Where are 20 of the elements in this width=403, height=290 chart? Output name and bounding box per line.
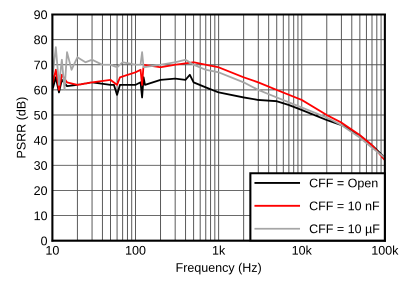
y-tick-label: 70 bbox=[34, 60, 48, 70]
y-tick-label: 50 bbox=[34, 110, 48, 120]
y-tick-label: 30 bbox=[34, 161, 48, 170]
legend-label: CFF = Open bbox=[310, 178, 378, 190]
y-tick-label: 40 bbox=[34, 136, 48, 145]
x-axis-title: Frequency (Hz) bbox=[176, 262, 261, 274]
y-tick-label: 60 bbox=[34, 86, 48, 95]
y-tick-label: 0 bbox=[41, 236, 48, 246]
x-tick-label: 100k bbox=[372, 246, 398, 255]
y-tick-label: 90 bbox=[34, 10, 48, 20]
legend-label: CFF = 10 µF bbox=[310, 224, 380, 236]
y-tick-label: 10 bbox=[34, 211, 48, 220]
x-tick-label: 10 bbox=[46, 246, 59, 255]
y-axis-title: PSRR (dB) bbox=[16, 97, 28, 158]
legend-label: CFF = 10 nF bbox=[310, 201, 380, 210]
x-tick-label: 1k bbox=[212, 246, 226, 255]
y-tick-label: 20 bbox=[34, 186, 48, 196]
x-tick-label: 100 bbox=[126, 246, 146, 255]
x-tick-label: 10k bbox=[292, 246, 312, 255]
y-tick-label: 80 bbox=[34, 35, 48, 44]
